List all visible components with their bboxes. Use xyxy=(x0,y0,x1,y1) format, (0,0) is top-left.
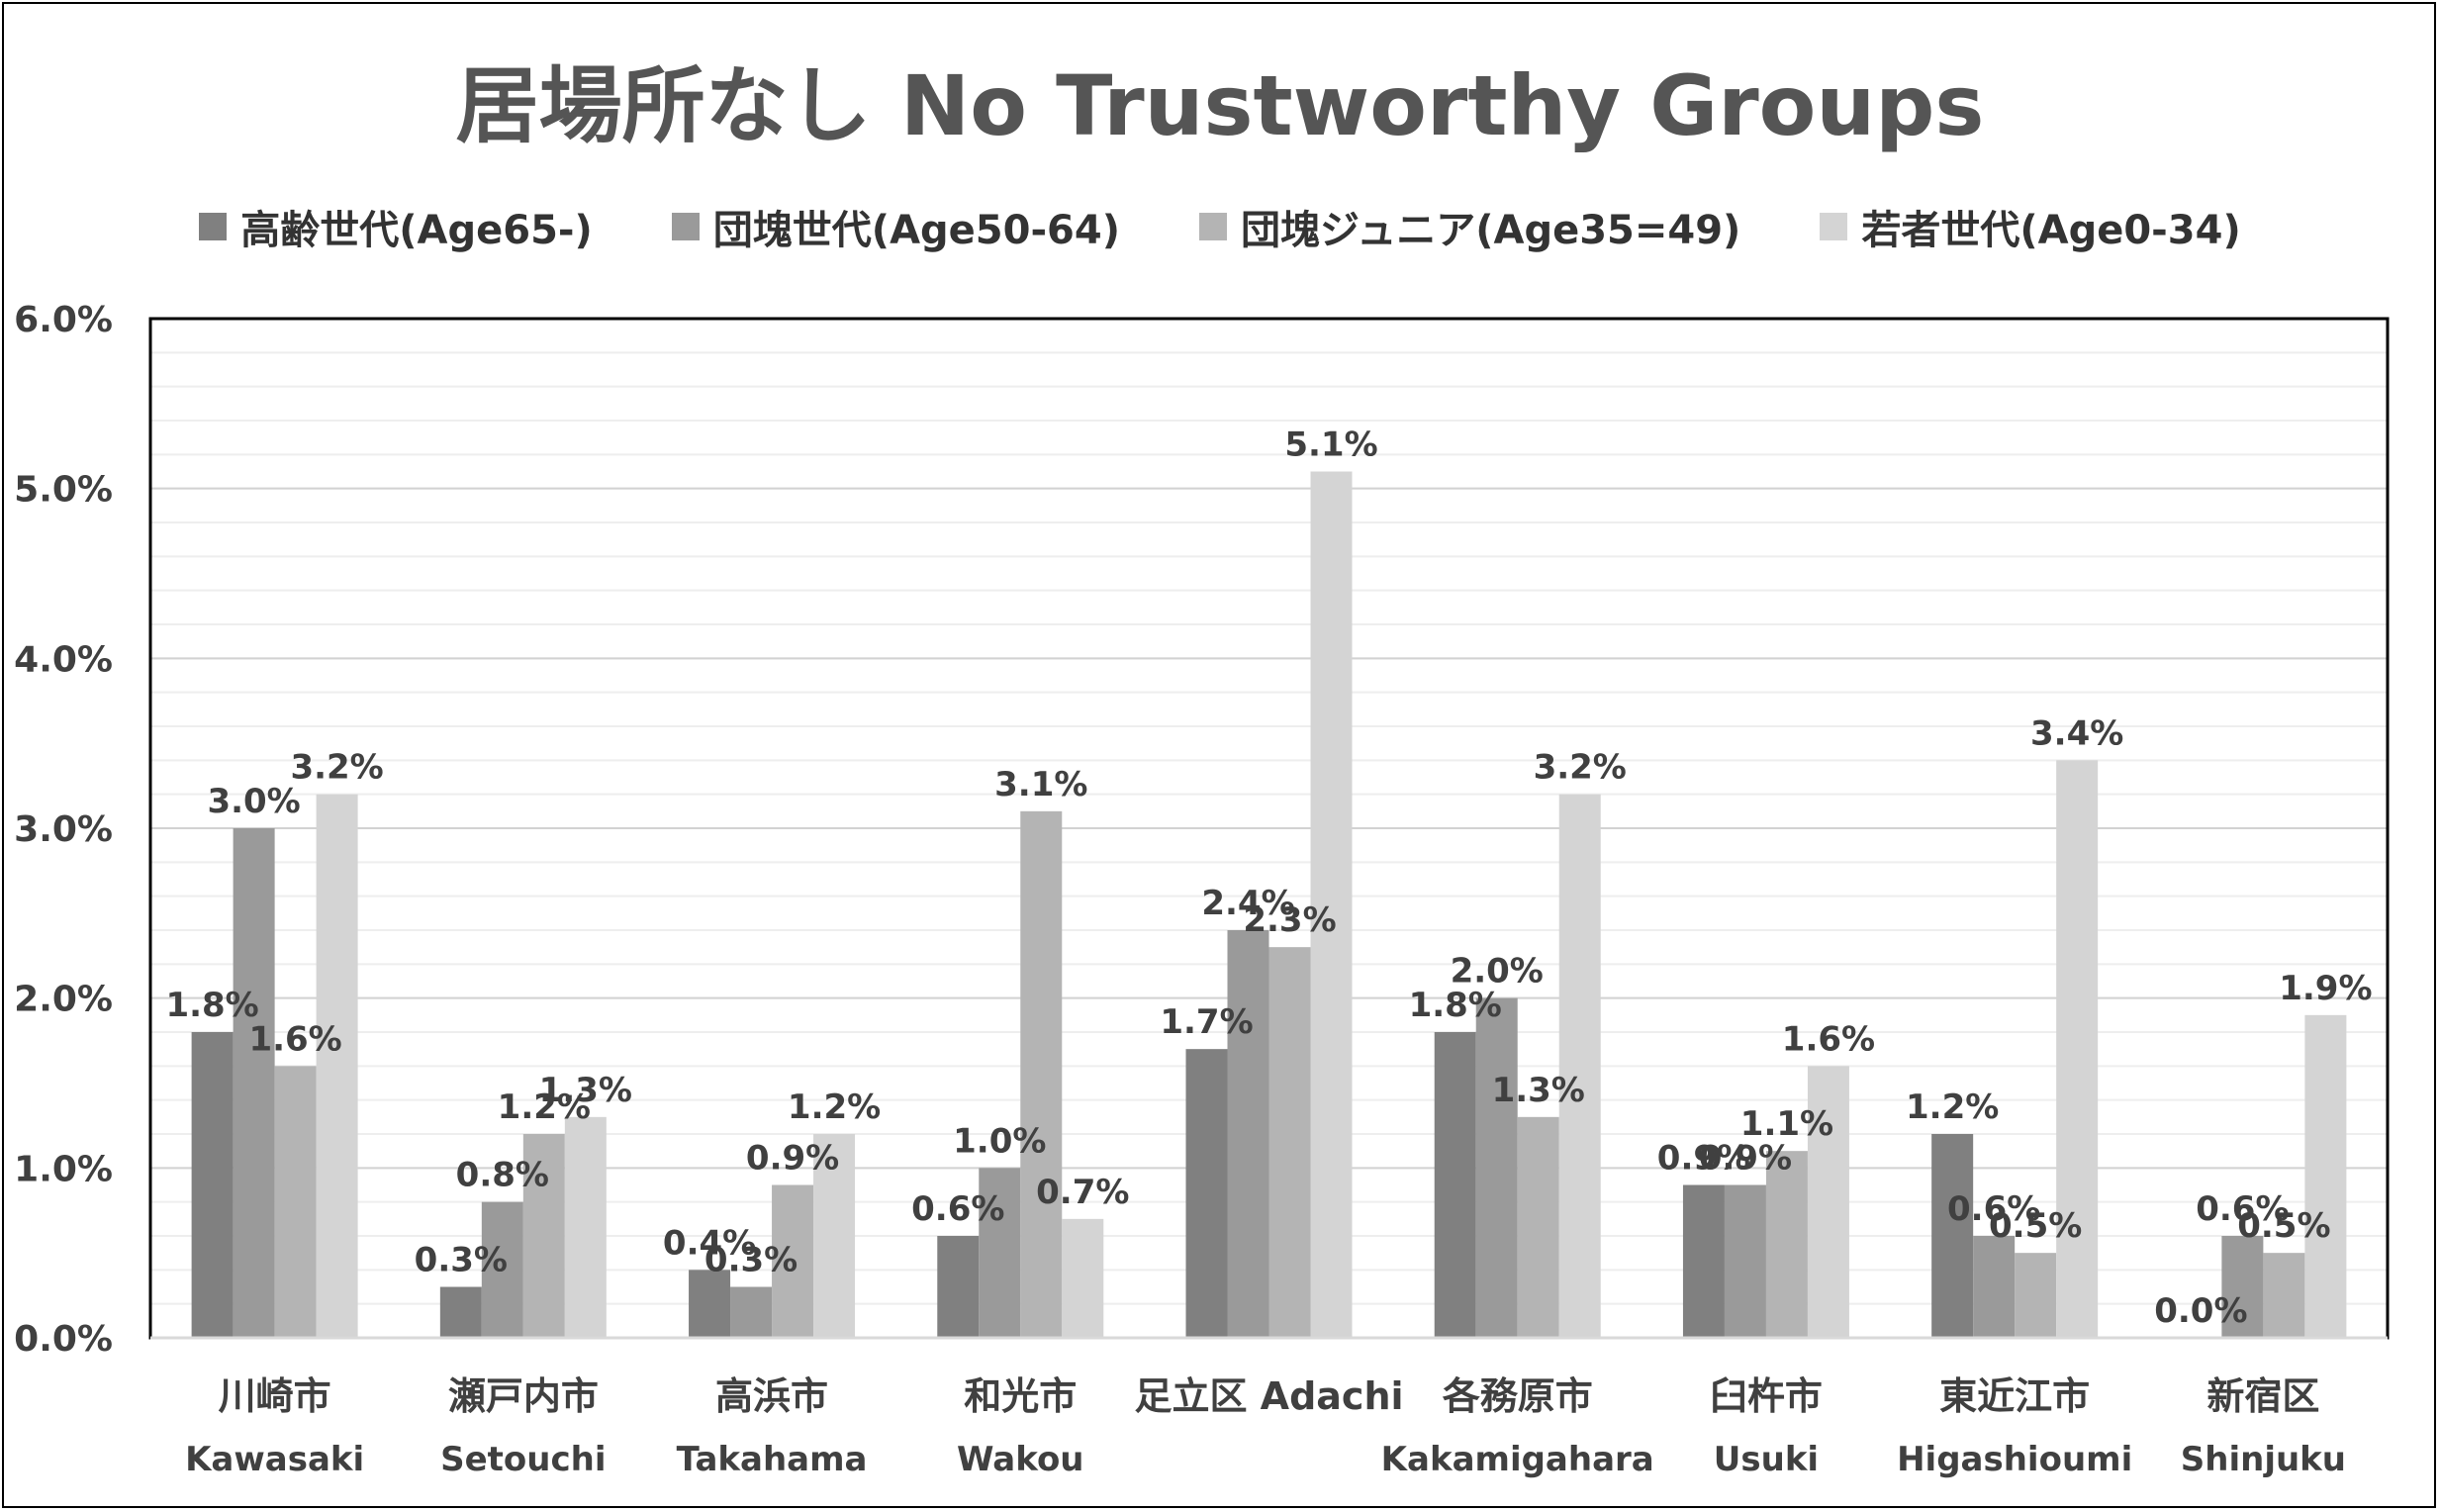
legend-label: 団塊世代(Age50-64) xyxy=(712,208,1121,253)
legend-swatch xyxy=(671,213,700,240)
chart-legend: 高齢世代(Age65-) 団塊世代(Age50-64) 団塊ジュニア(Age35… xyxy=(0,198,2440,255)
legend-swatch xyxy=(1199,213,1228,240)
legend-item-age0-34: 若者世代(Age0-34) xyxy=(1820,198,2241,255)
legend-item-age65: 高齢世代(Age65-) xyxy=(199,198,593,255)
legend-label: 団塊ジュニア(Age35=49) xyxy=(1241,208,1741,253)
legend-swatch xyxy=(1820,213,1848,240)
legend-item-age35-49: 団塊ジュニア(Age35=49) xyxy=(1199,198,1740,255)
chart-title: 居場所なし No Trustworthy Groups xyxy=(455,57,1985,154)
legend-label: 若者世代(Age0-34) xyxy=(1861,208,2241,253)
legend-item-age50-64: 団塊世代(Age50-64) xyxy=(671,198,1121,255)
legend-label: 高齢世代(Age65-) xyxy=(240,208,593,253)
legend-swatch xyxy=(199,213,228,240)
